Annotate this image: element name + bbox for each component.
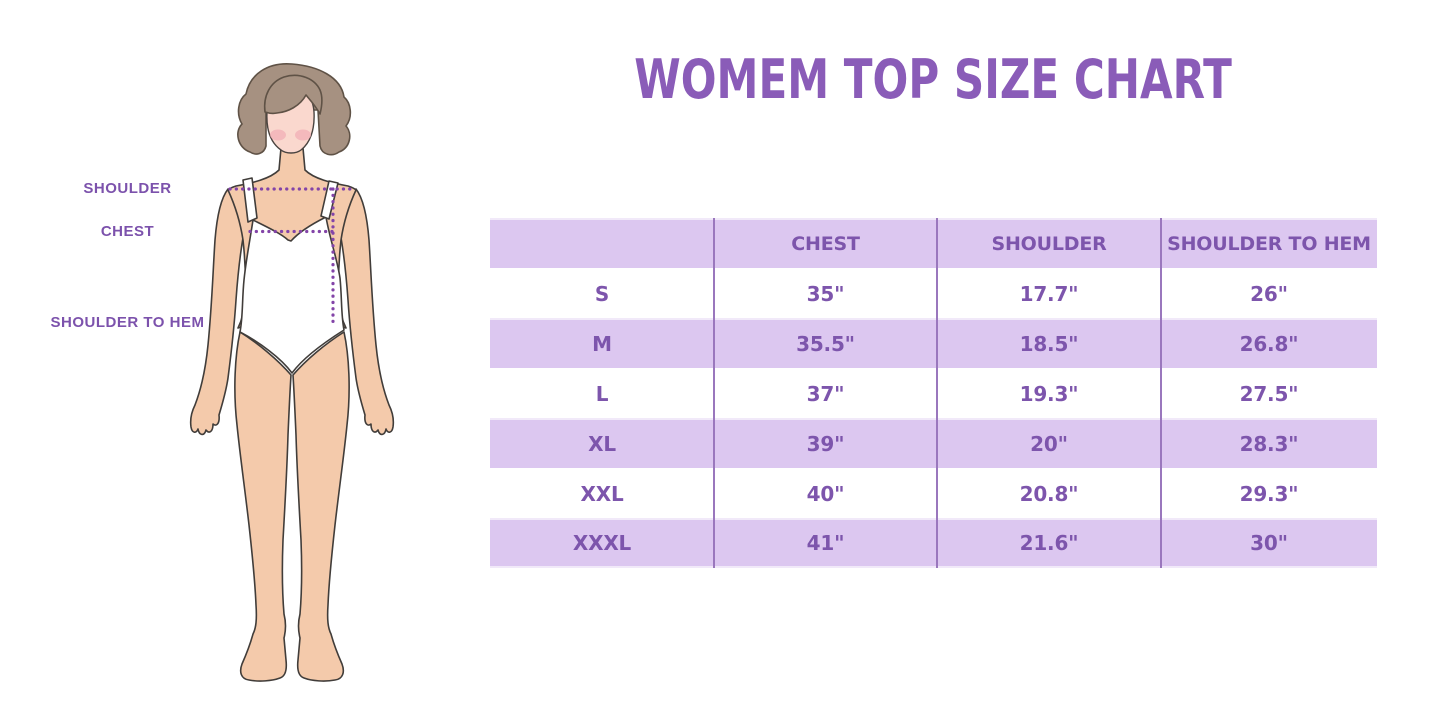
page-title-text: WOMEM TOP SIZE CHART	[634, 48, 1233, 111]
chest-cell: 35"	[806, 282, 845, 306]
right-cheek-blush	[295, 129, 311, 141]
left-arm	[189, 188, 247, 436]
table-row-m: M 35.5" 18.5" 26.8"	[490, 318, 1377, 368]
table-row-xxxl: XXXL 41" 21.6" 30"	[490, 518, 1377, 568]
size-cell: XL	[588, 432, 616, 456]
label-chest: CHEST	[100, 223, 155, 240]
right-arm	[337, 188, 395, 436]
left-leg	[234, 331, 292, 682]
chest-cell: 41"	[806, 531, 845, 555]
chest-cell: 39"	[806, 432, 845, 456]
size-cell: XXXL	[572, 531, 632, 555]
shoulder-cell: 20.8"	[1019, 482, 1079, 506]
right-leg	[292, 331, 350, 682]
chest-cell: 37"	[806, 382, 845, 406]
page-title: WOMEM TOP SIZE CHART	[490, 50, 1377, 110]
hem-cell: 26"	[1250, 282, 1288, 306]
column-header-size	[490, 220, 714, 268]
hem-cell: 26.8"	[1239, 332, 1299, 356]
table-row-xxl: XXL 40" 20.8" 29.3"	[490, 468, 1377, 518]
column-divider	[713, 218, 715, 568]
hair-fringe	[263, 74, 323, 115]
size-table: CHEST SHOULDER SHOULDER TO HEM S 35" 17.…	[490, 218, 1377, 568]
shoulder-cell: 18.5"	[1019, 332, 1079, 356]
left-cheek-blush	[270, 129, 286, 141]
column-header-shoulder: SHOULDER	[991, 233, 1107, 255]
hem-cell: 27.5"	[1239, 382, 1299, 406]
shoulder-cell: 19.3"	[1019, 382, 1079, 406]
hem-cell: 30"	[1250, 531, 1288, 555]
hem-cell: 29.3"	[1239, 482, 1299, 506]
label-shoulder-to-hem: SHOULDER TO HEM	[50, 314, 205, 331]
chest-cell: 40"	[806, 482, 845, 506]
size-cell: XXL	[580, 482, 624, 506]
woman-figure-illustration	[189, 63, 395, 682]
column-header-shoulder-to-hem: SHOULDER TO HEM	[1167, 233, 1371, 255]
bodysuit	[239, 216, 345, 374]
size-cell: L	[595, 382, 609, 406]
label-shoulder: SHOULDER	[83, 180, 172, 197]
shoulder-cell: 21.6"	[1019, 531, 1079, 555]
table-row-s: S 35" 17.7" 26"	[490, 268, 1377, 318]
bodysuit-left-strap	[242, 177, 258, 223]
size-cell: M	[592, 332, 612, 356]
column-divider	[936, 218, 938, 568]
hem-cell: 28.3"	[1239, 432, 1299, 456]
shoulder-cell: 20"	[1030, 432, 1068, 456]
chest-cell: 35.5"	[796, 332, 855, 356]
size-cell: S	[594, 282, 610, 306]
table-header-row: CHEST SHOULDER SHOULDER TO HEM	[490, 218, 1377, 268]
column-header-chest: CHEST	[791, 233, 860, 255]
table-row-xl: XL 39" 20" 28.3"	[490, 418, 1377, 468]
table-row-l: L 37" 19.3" 27.5"	[490, 368, 1377, 418]
shoulder-cell: 17.7"	[1019, 282, 1079, 306]
column-divider	[1160, 218, 1162, 568]
